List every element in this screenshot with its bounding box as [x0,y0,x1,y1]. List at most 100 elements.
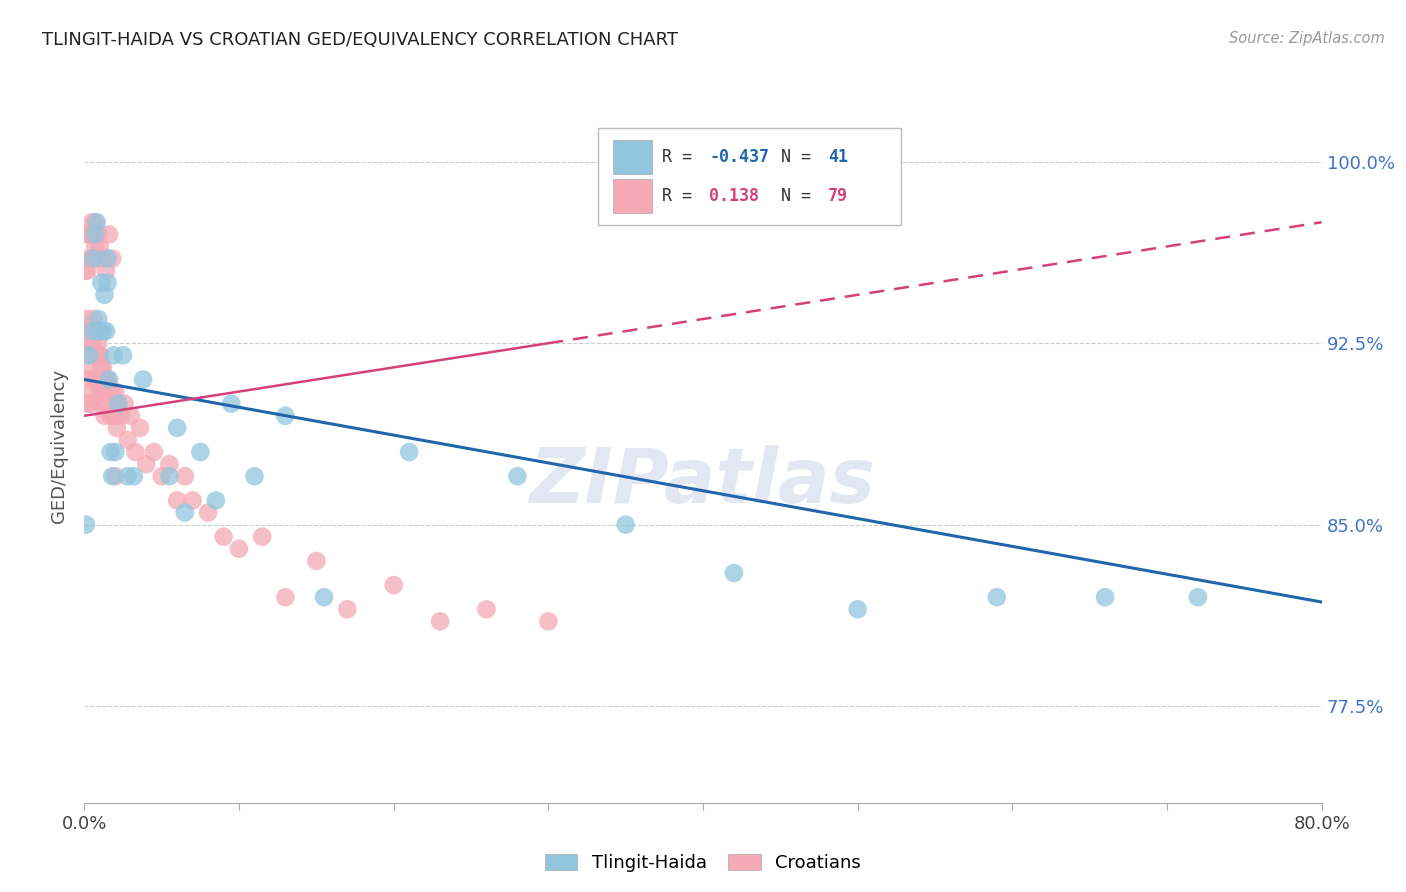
Point [93,409,115,423]
Point [76,312,98,326]
Text: R =: R = [662,187,713,205]
Point [87,336,110,351]
Point [104,469,127,483]
Text: ZIPatlas: ZIPatlas [530,445,876,518]
Point [75,324,97,338]
Point [84,348,107,362]
Point [614,517,637,532]
Text: R =: R = [662,148,702,166]
Point [221,397,243,411]
FancyBboxPatch shape [598,128,901,225]
Point [103,348,125,362]
Point [86,215,108,229]
Point [188,445,212,459]
Point [174,506,197,520]
Point [114,397,136,411]
Point [120,409,142,423]
Point [82,336,104,351]
Point [90,360,112,375]
Point [89,324,111,338]
Point [86,324,108,338]
Point [91,384,114,399]
Point [75,360,97,375]
Point [274,590,297,604]
Point [174,469,197,483]
Point [135,457,157,471]
Point [89,348,111,362]
Point [87,312,110,326]
Point [94,397,117,411]
Point [86,252,108,266]
Point [274,409,297,423]
Point [76,397,98,411]
Point [76,227,98,242]
Point [84,239,107,253]
Text: TLINGIT-HAIDA VS CROATIAN GED/EQUIVALENCY CORRELATION CHART: TLINGIT-HAIDA VS CROATIAN GED/EQUIVALENC… [42,31,678,49]
Point [166,421,188,435]
Point [1094,590,1116,604]
Point [77,336,100,351]
Point [159,457,181,471]
Point [100,409,122,423]
Point [93,288,115,302]
Point [398,445,420,459]
Point [79,397,101,411]
Point [77,252,100,266]
Point [117,469,139,483]
Point [506,469,529,483]
Point [150,469,173,483]
Point [97,276,120,290]
Point [132,372,155,386]
Point [314,590,336,604]
Point [84,227,107,242]
Point [75,263,97,277]
Text: N =: N = [780,187,821,205]
Point [87,227,110,242]
Point [197,506,219,520]
Point [94,372,117,386]
Point [82,215,104,229]
Point [159,469,181,483]
Y-axis label: GED/Equivalency: GED/Equivalency [51,369,69,523]
Point [105,421,128,435]
Point [104,445,127,459]
Point [112,348,135,362]
Point [129,421,152,435]
Point [181,493,204,508]
Point [91,324,114,338]
Point [100,445,122,459]
Point [101,469,124,483]
Text: N =: N = [780,148,821,166]
Point [97,252,120,266]
Point [83,252,105,266]
Text: 79: 79 [828,187,848,205]
Point [77,372,100,386]
Point [1187,590,1209,604]
Point [82,384,104,399]
Point [101,384,124,399]
Point [723,566,745,580]
Point [83,348,105,362]
Point [107,397,129,411]
Point [429,615,451,629]
Point [846,602,869,616]
Point [94,324,117,338]
Point [143,445,166,459]
Point [98,384,121,399]
Point [77,227,100,242]
Point [117,433,139,447]
Point [252,530,274,544]
Point [82,324,104,338]
Point [91,360,114,375]
Point [475,602,498,616]
Point [76,263,98,277]
Point [79,227,101,242]
Point [90,276,112,290]
Text: 0.138: 0.138 [709,187,759,205]
Point [537,615,560,629]
Text: 41: 41 [828,148,848,166]
Text: -0.437: -0.437 [709,148,769,166]
Point [122,469,145,483]
Point [336,602,359,616]
Point [986,590,1008,604]
